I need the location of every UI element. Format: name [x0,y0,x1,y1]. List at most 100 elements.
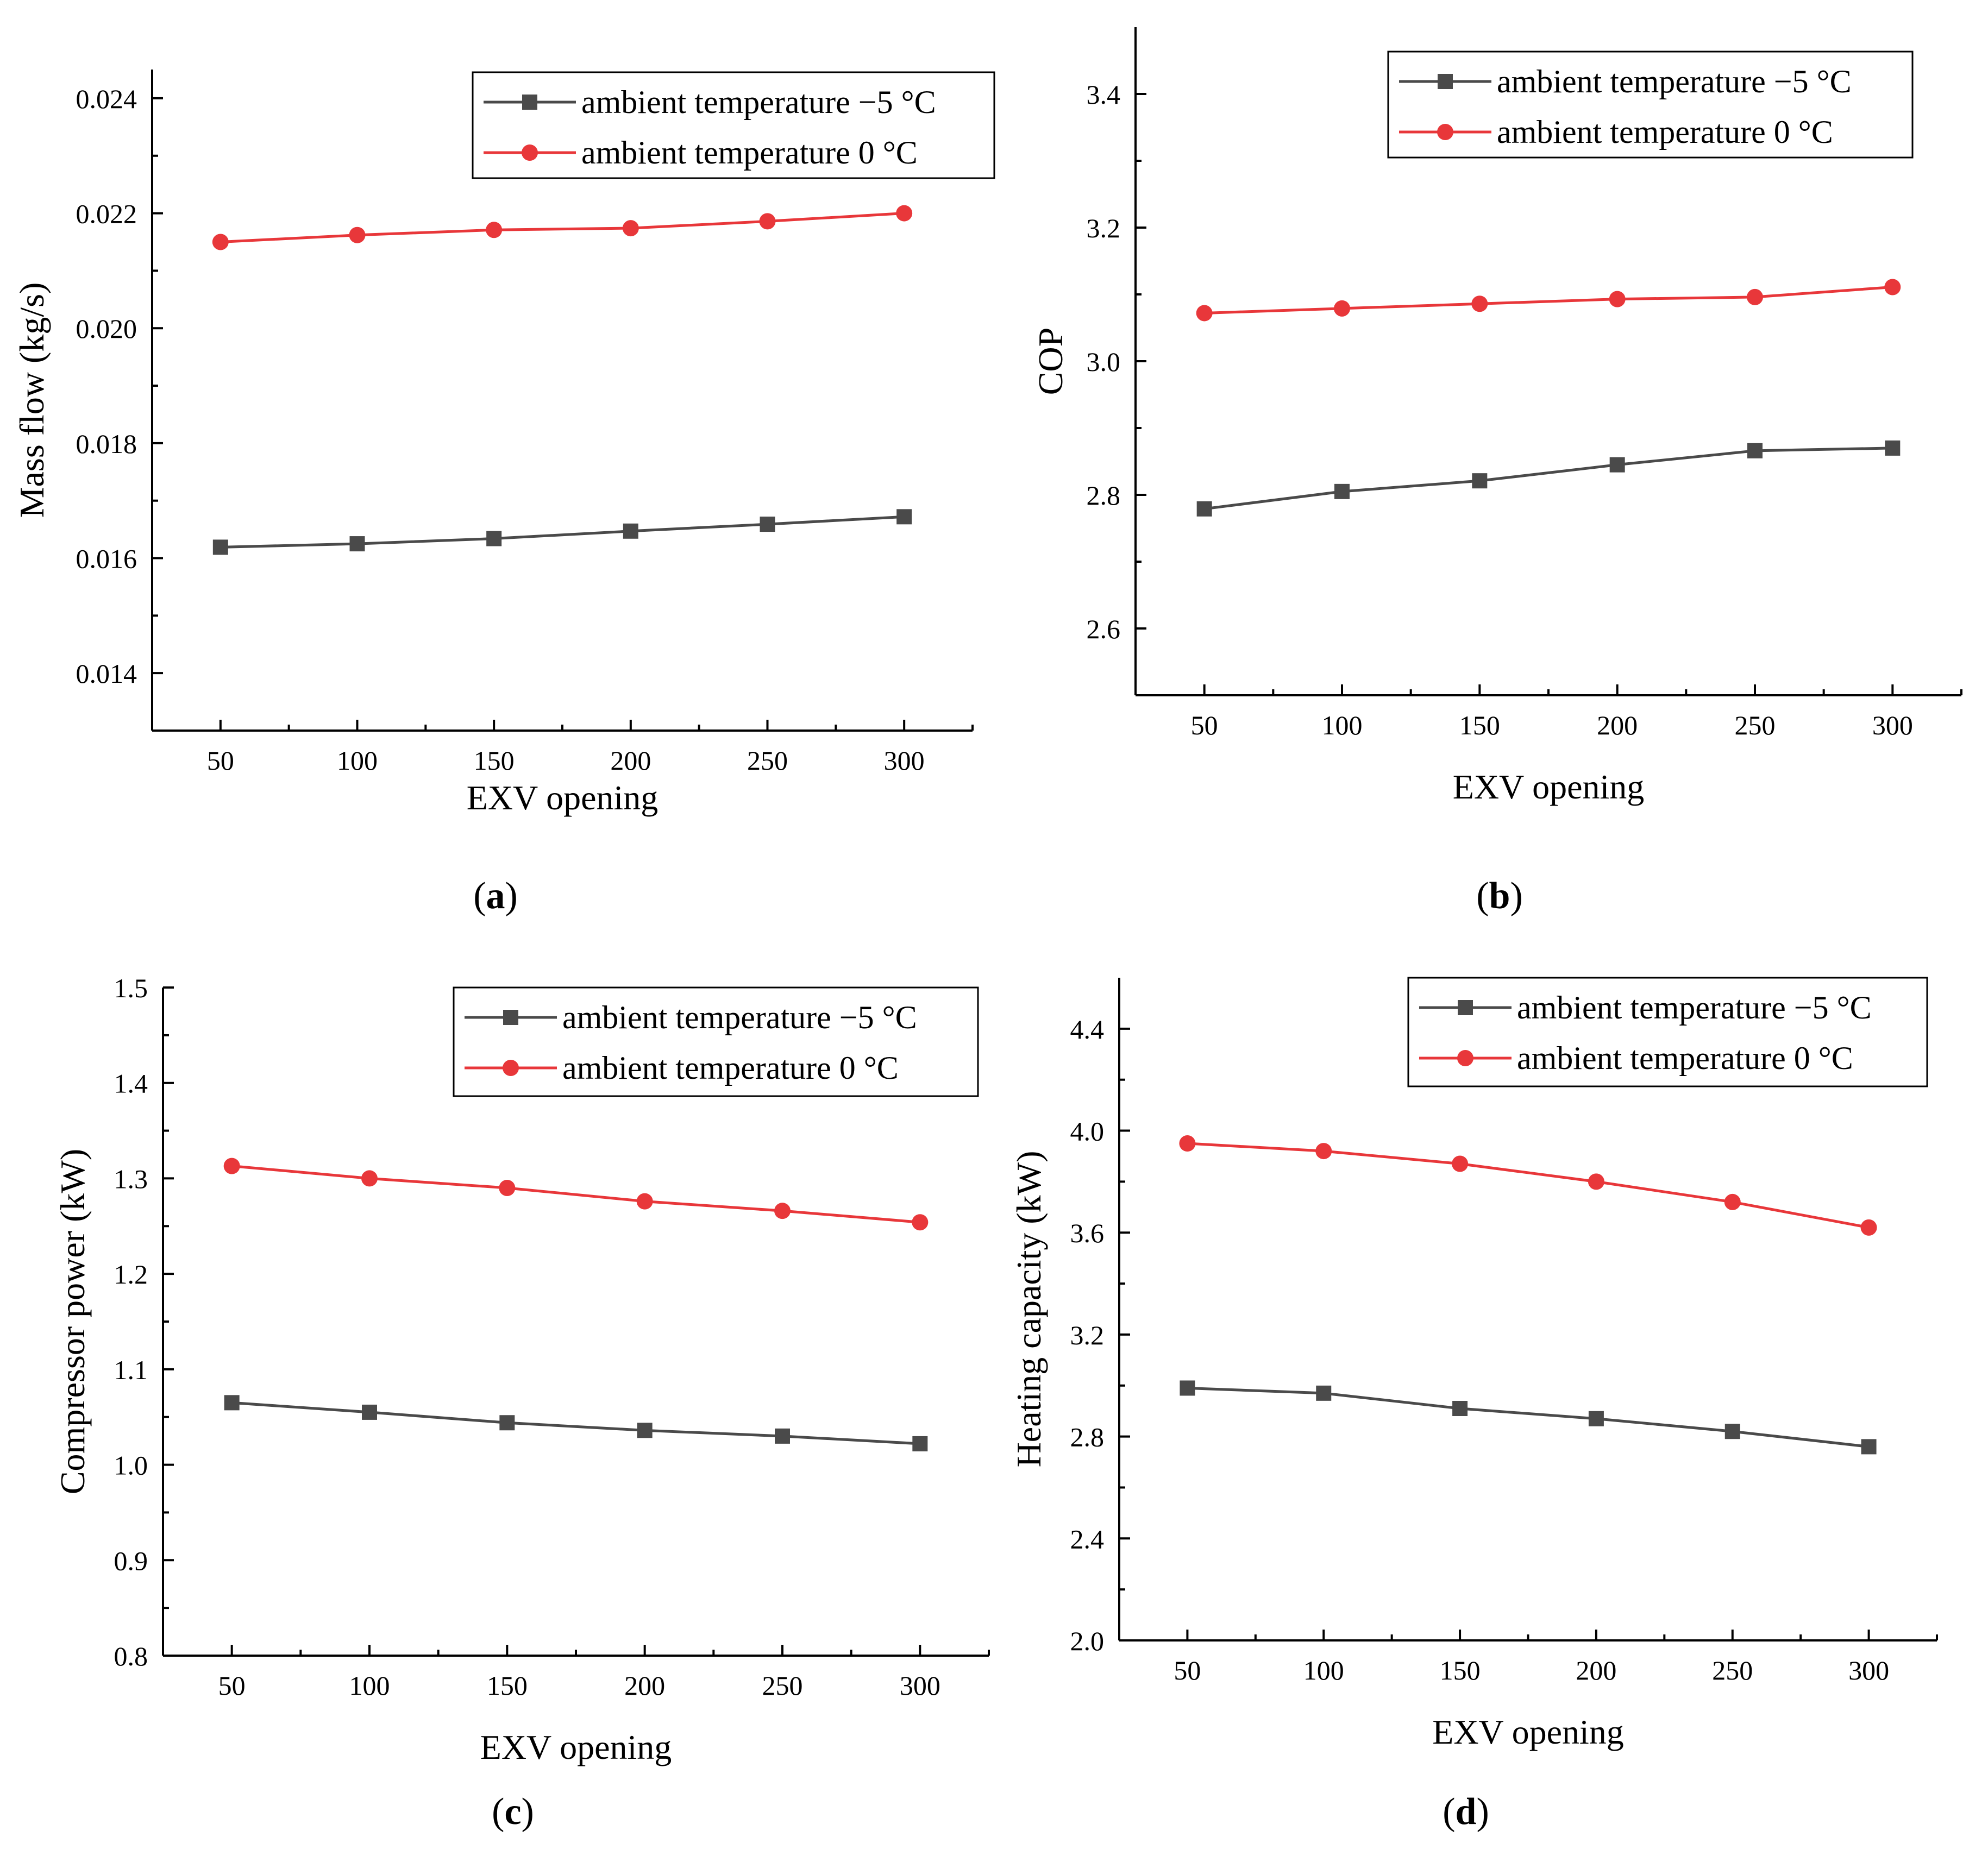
y-axis-title: COP [1031,328,1070,395]
legend-marker [503,1010,518,1025]
y-axis-title: Mass flow (kg/s) [12,282,51,518]
data-point [1180,1380,1195,1396]
data-point [1179,1135,1196,1152]
y-tick-label: 0.024 [76,84,137,114]
data-point [1471,295,1488,312]
data-point [1452,1155,1469,1172]
x-tick-label: 100 [1303,1655,1344,1686]
data-point [499,1415,515,1431]
data-point [1724,1424,1740,1439]
x-tick-label: 50 [1191,710,1218,740]
x-tick-label: 200 [610,745,651,776]
data-point [1588,1411,1604,1426]
series-line-2 [220,212,905,243]
data-point [486,222,503,238]
legend-marker [1438,74,1453,89]
legend-box [1387,51,1914,159]
data-point [1452,1401,1468,1416]
x-tick-label: 300 [1848,1655,1889,1686]
x-tick-label: 50 [1174,1655,1201,1686]
data-point [896,205,913,222]
legend-label: ambient temperature 0 °C [581,135,918,171]
x-axis-title: EXV opening [1453,768,1645,806]
legend-marker [522,144,538,161]
data-point [1316,1385,1332,1401]
data-point [637,1423,653,1438]
series-line-1 [231,1401,920,1445]
data-point [1724,1193,1741,1210]
legend-label: ambient temperature −5 °C [562,999,917,1035]
panel-caption-b: (b) [1476,875,1523,917]
x-tick-label: 100 [349,1670,390,1701]
series-line-2 [1187,1142,1870,1229]
data-point [775,1428,790,1444]
data-point [896,509,912,525]
y-tick-label: 2.6 [1087,614,1121,644]
x-tick-label: 300 [900,1670,940,1701]
x-tick-label: 250 [747,745,788,776]
data-point [212,539,228,555]
x-tick-label: 50 [207,745,234,776]
y-tick-label: 3.6 [1070,1218,1105,1248]
data-point [362,1404,377,1420]
y-tick-label: 2.8 [1070,1422,1105,1452]
y-tick-label: 4.4 [1070,1014,1105,1045]
legend-marker [503,1060,519,1076]
y-axis-title: Compressor power (kW) [53,1149,92,1494]
y-tick-label: 3.2 [1087,213,1121,243]
x-tick-label: 150 [474,745,515,776]
x-tick-label: 150 [1459,710,1500,740]
data-point [224,1395,240,1411]
data-point [1747,288,1763,305]
data-point [1747,443,1763,458]
y-tick-label: 1.2 [114,1259,148,1290]
series-line-2 [1204,285,1893,315]
data-point [1196,501,1212,517]
legend-box [472,71,995,179]
legend: ambient temperature −5 °C ambient tempera… [1407,977,1928,1087]
panel-caption-c: (c) [492,1791,534,1833]
panel-caption-d: (d) [1443,1791,1489,1833]
legend-label: ambient temperature 0 °C [1517,1040,1853,1076]
data-point [212,234,229,250]
legend-box [453,986,979,1097]
x-tick-label: 100 [1322,710,1363,740]
data-point [1861,1439,1877,1455]
chart-1: 0.014 0.016 0.018 0.020 0.022 0.024 50 100 150 20… [12,70,995,817]
data-point [1334,300,1350,317]
data-point [1196,305,1213,322]
x-tick-label: 100 [337,745,378,776]
y-tick-label: 1.1 [114,1355,148,1385]
data-point [486,531,502,546]
data-point [349,227,366,243]
legend-marker [1457,1050,1473,1066]
y-tick-label: 0.014 [76,658,137,689]
data-point [759,213,776,230]
y-tick-label: 0.018 [76,429,137,459]
legend: ambient temperature −5 °C ambient tempera… [472,71,995,179]
data-point [622,220,639,237]
data-point [912,1214,929,1231]
y-axis-title: Heating capacity (kW) [1009,1151,1048,1468]
legend-label: ambient temperature 0 °C [1497,114,1833,150]
legend-label: ambient temperature −5 °C [581,84,936,120]
data-point [1472,473,1488,489]
x-axis-title: EXV opening [480,1728,672,1766]
data-point [223,1158,240,1174]
legend-marker [1458,1000,1473,1015]
data-point [349,536,365,552]
data-point [912,1436,928,1451]
y-tick-label: 0.020 [76,313,137,344]
series-line-1 [1204,446,1893,511]
legend-label: ambient temperature −5 °C [1517,990,1872,1026]
data-point [1860,1219,1877,1236]
x-axis-title: EXV opening [1432,1713,1624,1751]
data-point [1885,440,1901,456]
x-axis-title: EXV opening [467,778,659,817]
y-tick-label: 2.8 [1087,480,1121,511]
chart-2: 2.6 2.8 3.0 3.2 3.4 50 100 150 200 250 300 EXV open… [1031,27,1962,806]
data-point [1884,279,1901,295]
y-tick-label: 2.4 [1070,1524,1105,1554]
legend: ambient temperature −5 °C ambient tempera… [1387,51,1914,159]
x-tick-label: 150 [487,1670,528,1701]
